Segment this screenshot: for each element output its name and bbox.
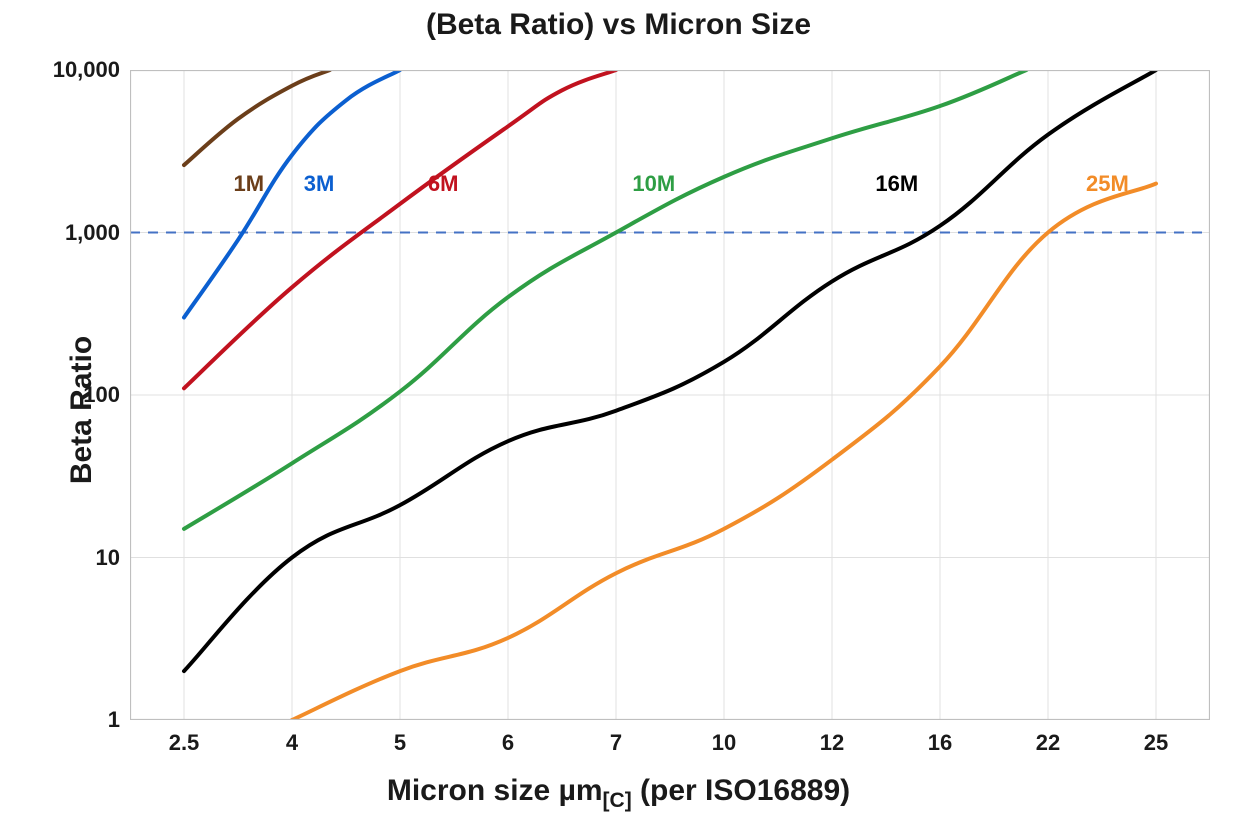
x-tick-label: 7: [610, 720, 622, 756]
x-tick-label: 2.5: [169, 720, 200, 756]
series-label: 3M: [304, 171, 335, 197]
plot-area: 1101001,00010,0002.5456710121622251M3M6M…: [130, 70, 1210, 720]
x-tick-label: 6: [502, 720, 514, 756]
x-axis-label-before: Micron size µm: [387, 774, 603, 807]
x-tick-label: 10: [712, 720, 736, 756]
series-label: 10M: [632, 171, 675, 197]
x-tick-label: 4: [286, 720, 298, 756]
series-label: 25M: [1086, 171, 1129, 197]
y-tick-label: 100: [83, 382, 130, 408]
series-label: 16M: [875, 171, 918, 197]
y-tick-label: 1: [108, 707, 130, 733]
x-tick-label: 22: [1036, 720, 1060, 756]
x-axis-label: Micron size µm[C] (per ISO16889): [0, 774, 1237, 813]
x-axis-label-after: (per ISO16889): [632, 774, 850, 807]
y-tick-label: 10,000: [53, 57, 130, 83]
x-tick-label: 5: [394, 720, 406, 756]
y-tick-label: 10: [96, 545, 130, 571]
x-tick-label: 16: [928, 720, 952, 756]
y-axis-label: Beta Ratio: [65, 335, 99, 483]
series-label: 6M: [428, 171, 459, 197]
chart-title: (Beta Ratio) vs Micron Size: [0, 8, 1237, 42]
series-label: 1M: [234, 171, 265, 197]
x-tick-label: 12: [820, 720, 844, 756]
y-tick-label: 1,000: [65, 220, 130, 246]
chart-container: (Beta Ratio) vs Micron Size Beta Ratio M…: [0, 0, 1237, 819]
x-tick-label: 25: [1144, 720, 1168, 756]
x-axis-label-sub: [C]: [603, 789, 632, 812]
chart-svg: [130, 70, 1210, 720]
